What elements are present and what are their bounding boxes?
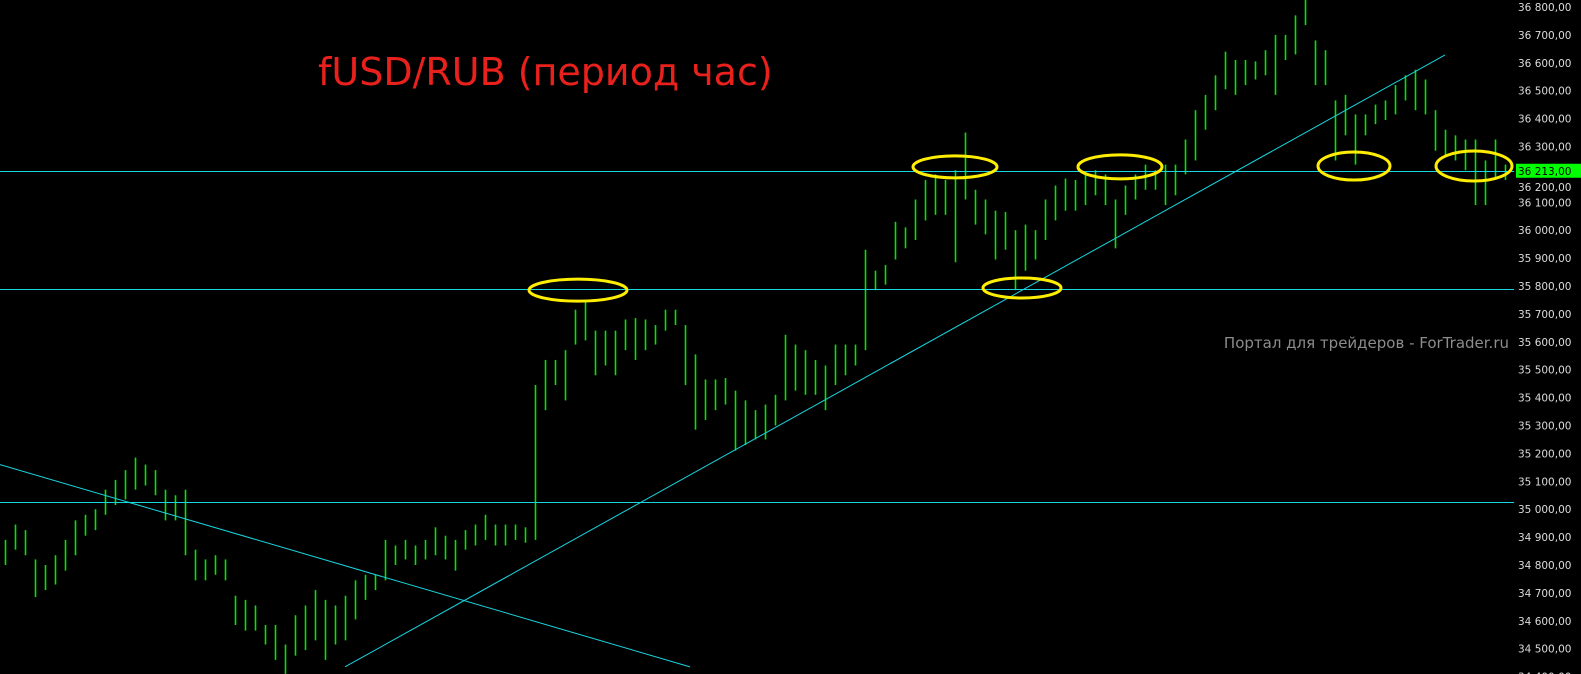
- highlight-ellipse: [1076, 153, 1164, 181]
- highlight-ellipses: [527, 149, 1514, 303]
- highlight-ellipse: [527, 277, 629, 303]
- highlight-ellipse: [1434, 149, 1514, 183]
- y-tick-label: 35 200,00: [1518, 448, 1571, 460]
- y-tick-label: 36 700,00: [1518, 30, 1571, 42]
- watermark: Портал для трейдеров - ForTrader.ru: [1223, 334, 1509, 352]
- trend-line: [344, 54, 1446, 668]
- y-tick-label: 35 500,00: [1518, 365, 1571, 377]
- trend-lines: [0, 54, 1446, 668]
- price-axis: 36 800,00 36 700,00 36 600,00 36 500,00 36 4…: [1516, 2, 1581, 674]
- y-tick-label: 36 500,00: [1518, 86, 1571, 98]
- y-tick-label: 36 400,00: [1518, 114, 1571, 126]
- y-tick-label: 34 700,00: [1518, 588, 1571, 600]
- y-tick-label: 35 000,00: [1518, 504, 1571, 516]
- y-tick-label: 35 400,00: [1518, 393, 1571, 405]
- y-tick-label: 36 000,00: [1518, 225, 1571, 237]
- horizontal-levels: [0, 171, 1514, 503]
- highlight-ellipse: [981, 276, 1063, 300]
- trend-line: [0, 464, 691, 668]
- last-price-marker: [1516, 163, 1581, 178]
- y-tick-label: 34 900,00: [1518, 532, 1571, 544]
- y-tick-label: 36 200,00: [1518, 182, 1571, 194]
- highlight-ellipse: [911, 154, 999, 180]
- y-tick-label: 35 700,00: [1518, 309, 1571, 321]
- y-tick-label: 34 600,00: [1518, 616, 1571, 628]
- y-tick-label: 34 400,00: [1518, 672, 1571, 674]
- y-tick-label: 34 500,00: [1518, 644, 1571, 656]
- y-tick-label: 36 800,00: [1518, 2, 1571, 14]
- price-bars: [4, 0, 1507, 674]
- y-tick-label: 36 600,00: [1518, 58, 1571, 70]
- chart-title: fUSD/RUB (период час): [318, 50, 773, 94]
- y-tick-label: 36 100,00: [1518, 197, 1571, 209]
- y-tick-label: 35 100,00: [1518, 476, 1571, 488]
- y-tick-label: 34 800,00: [1518, 560, 1571, 572]
- highlight-ellipse: [1316, 150, 1392, 182]
- y-tick-label: 35 900,00: [1518, 253, 1571, 265]
- last-price-label: 36 213,00: [1518, 166, 1571, 178]
- y-tick-label: 35 300,00: [1518, 421, 1571, 433]
- y-tick-label: 35 600,00: [1518, 337, 1571, 349]
- y-tick-label: 35 800,00: [1518, 281, 1571, 293]
- y-tick-label: 36 300,00: [1518, 141, 1571, 153]
